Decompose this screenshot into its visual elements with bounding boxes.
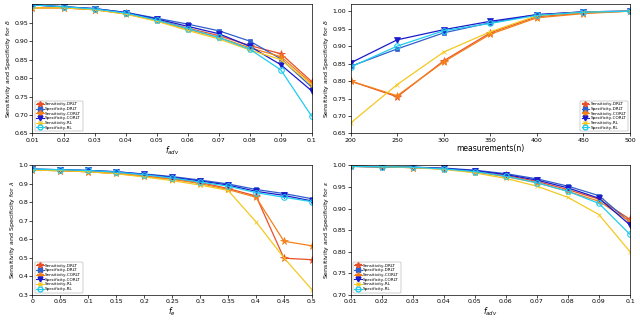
X-axis label: $f_{adv}$: $f_{adv}$ bbox=[483, 305, 498, 318]
Legend: Sensitivity-DRLT, Specificity-DRLT, Sensitivity-CORLT, Specificity-CORLT, Sensit: Sensitivity-DRLT, Specificity-DRLT, Sens… bbox=[35, 101, 83, 131]
Legend: Sensitivity-DRLT, Specificity-DRLT, Sensitivity-CORLT, Specificity-CORLT, Sensit: Sensitivity-DRLT, Specificity-DRLT, Sens… bbox=[580, 101, 628, 131]
X-axis label: measurements(n): measurements(n) bbox=[456, 144, 524, 153]
Y-axis label: Sensitivity and Specificity for $\lambda$: Sensitivity and Specificity for $\lambda… bbox=[8, 181, 17, 279]
X-axis label: $f_{adv}$: $f_{adv}$ bbox=[165, 144, 179, 156]
Legend: Sensitivity-DRLT, Specificity-DRLT, Sensitivity-CORLT, Specificity-CORLT, Sensit: Sensitivity-DRLT, Specificity-DRLT, Sens… bbox=[353, 262, 401, 293]
Legend: Sensitivity-DRLT, Specificity-DRLT, Sensitivity-CORLT, Specificity-CORLT, Sensit: Sensitivity-DRLT, Specificity-DRLT, Sens… bbox=[35, 262, 83, 293]
Y-axis label: Sensitivity and Specificity for $\delta$: Sensitivity and Specificity for $\delta$ bbox=[4, 20, 13, 118]
Y-axis label: Sensitivity and Specificity for $\delta$: Sensitivity and Specificity for $\delta$ bbox=[323, 20, 332, 118]
Y-axis label: Sensitivity and Specificity for $\epsilon$: Sensitivity and Specificity for $\epsilo… bbox=[323, 181, 332, 279]
X-axis label: $f_{e}$: $f_{e}$ bbox=[168, 305, 176, 318]
